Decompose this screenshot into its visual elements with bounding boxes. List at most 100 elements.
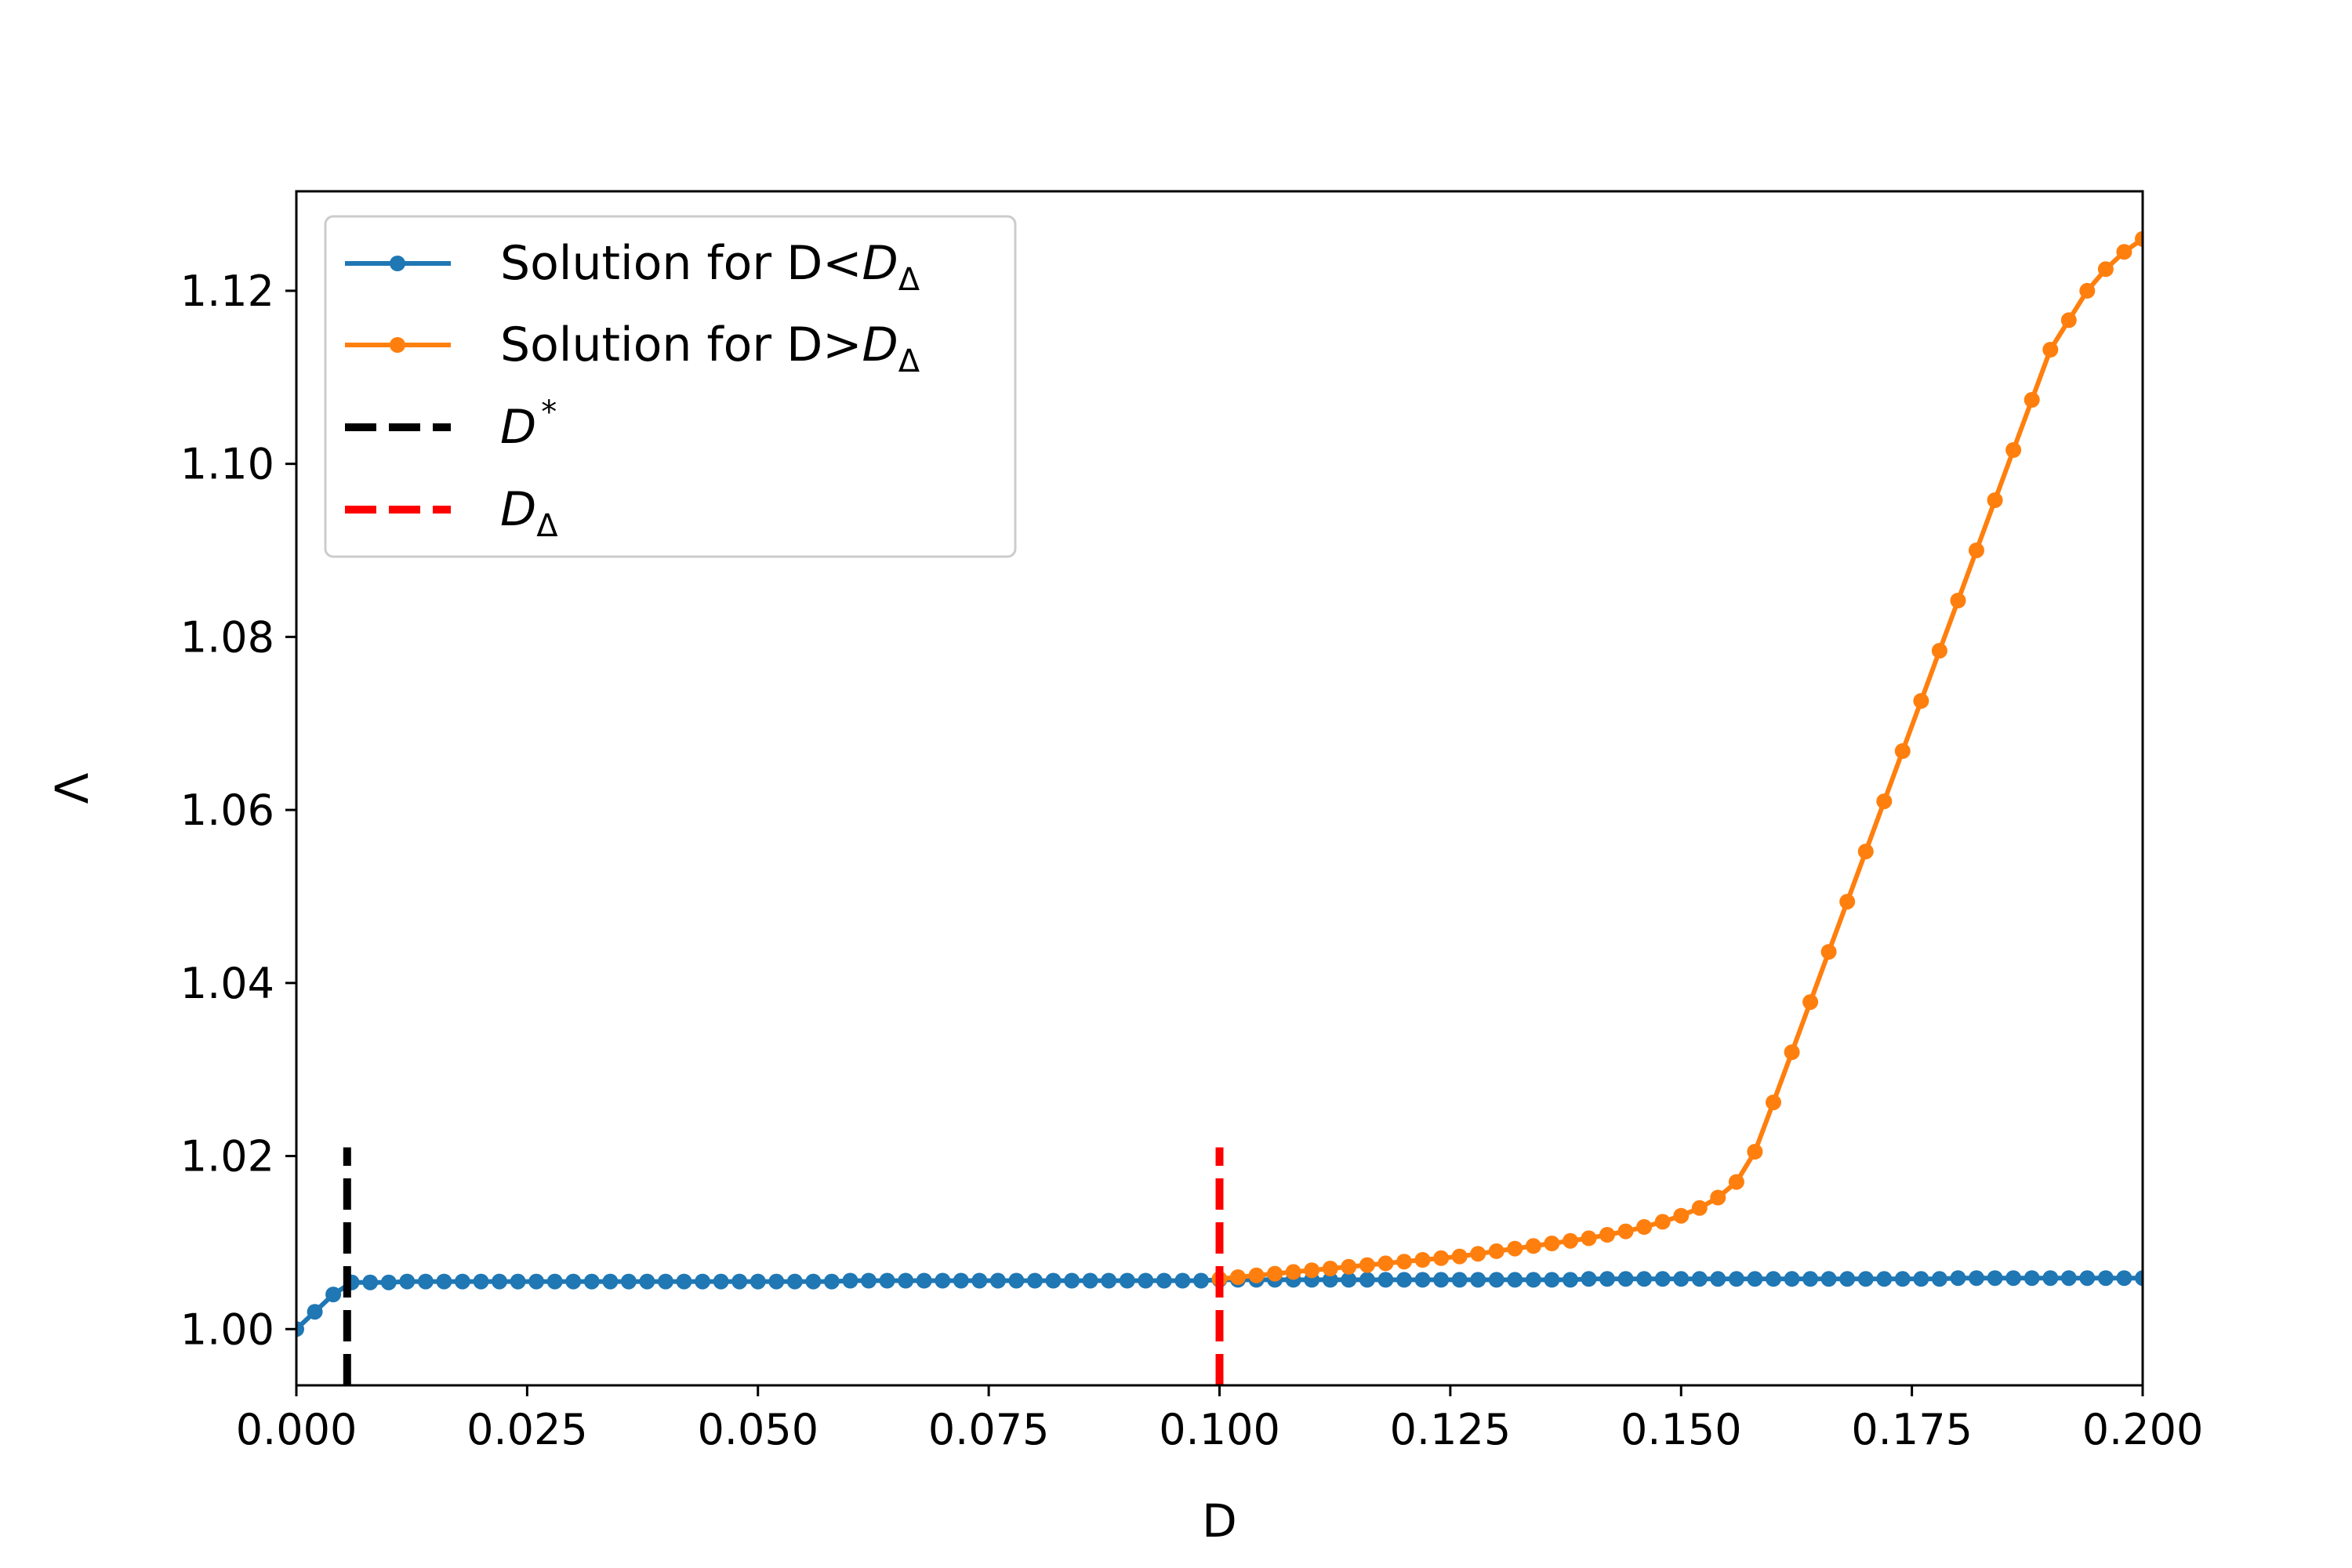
series-0-point xyxy=(898,1272,914,1289)
series-1-point xyxy=(1876,793,1893,810)
x-tick-label: 0.075 xyxy=(928,1405,1050,1454)
series-0-point xyxy=(768,1273,785,1290)
x-tick-label: 0.100 xyxy=(1159,1405,1280,1454)
series-1-point xyxy=(1599,1227,1615,1243)
series-0-point xyxy=(1747,1271,1763,1287)
series-0-point xyxy=(639,1273,655,1290)
series-0-point xyxy=(380,1274,397,1290)
series-0-point xyxy=(935,1272,951,1289)
series-0-point xyxy=(1064,1272,1080,1289)
series-1-point xyxy=(1267,1265,1283,1282)
series-1-point xyxy=(1285,1264,1301,1280)
legend-label: D * xyxy=(500,394,557,455)
series-1-point xyxy=(1322,1261,1338,1276)
series-0-point xyxy=(1045,1272,1062,1289)
series-0-point xyxy=(1507,1272,1523,1288)
series-1-point xyxy=(1857,844,1874,860)
series-0-point xyxy=(436,1273,452,1290)
series-1-point xyxy=(1507,1240,1523,1257)
series-0-point xyxy=(916,1272,932,1289)
legend-label: Solution for D>DΔ xyxy=(500,318,920,379)
y-tick-label: 1.12 xyxy=(180,267,274,316)
series-1-point xyxy=(1673,1207,1690,1224)
series-1-point xyxy=(2042,342,2059,358)
legend-label: DΔ xyxy=(500,482,558,544)
series-1-point xyxy=(1304,1262,1320,1279)
series-1-point xyxy=(1931,643,1947,659)
plot-area xyxy=(296,230,2143,1385)
series-0-point xyxy=(2024,1270,2040,1287)
series-0-point xyxy=(1451,1272,1468,1288)
series-0-point xyxy=(1396,1272,1412,1288)
series-0-point xyxy=(658,1273,673,1290)
series-0-point xyxy=(805,1273,822,1290)
series-1-point xyxy=(1969,543,1984,558)
series-0-point xyxy=(399,1273,416,1290)
series-0-point xyxy=(417,1273,434,1290)
series-0-point xyxy=(971,1272,988,1289)
series-1-point xyxy=(1377,1255,1394,1272)
y-tick-label: 1.06 xyxy=(180,786,274,835)
legend-box xyxy=(324,215,1017,558)
legend-item-2: D * xyxy=(345,394,557,455)
series-0-point xyxy=(1138,1272,1154,1289)
series-1-point xyxy=(1433,1250,1450,1266)
series-0-point xyxy=(1563,1272,1578,1288)
series-0-point xyxy=(1894,1271,1911,1287)
legend-label-symbol: D xyxy=(862,236,898,291)
series-1-point xyxy=(1728,1174,1744,1190)
series-1-point xyxy=(2060,312,2077,328)
series-0-point xyxy=(473,1273,489,1290)
series-0-point xyxy=(1950,1270,1966,1287)
series-1-point xyxy=(1766,1094,1781,1111)
series-1-point xyxy=(2024,392,2040,408)
series-0-point xyxy=(1617,1271,1634,1287)
series-0-point xyxy=(676,1273,692,1290)
series-0-point xyxy=(695,1273,711,1290)
series-0-point xyxy=(2060,1270,2077,1287)
series-1-point xyxy=(1654,1214,1671,1230)
series-1-point xyxy=(1839,894,1856,910)
series-0-point xyxy=(1488,1272,1504,1288)
series-0 xyxy=(296,1270,2143,1338)
series-1-point xyxy=(1525,1238,1541,1254)
axes: 0.000 0.025 0.050 0.075 0.100 0.125 0.150 0.175… xyxy=(180,190,2203,1454)
series-1-point xyxy=(1488,1243,1504,1259)
y-tick-label: 1.02 xyxy=(180,1132,274,1181)
x-tick-label: 0.125 xyxy=(1390,1405,1512,1454)
series-1-point xyxy=(1581,1230,1597,1247)
series-0-point xyxy=(861,1272,877,1289)
series-0-point xyxy=(1433,1272,1450,1288)
series-0-point xyxy=(510,1273,526,1290)
series-0-point xyxy=(1931,1271,1947,1287)
series-0-point xyxy=(1802,1271,1819,1287)
legend-label-symbol: D xyxy=(500,400,536,455)
series-0-point xyxy=(713,1273,729,1290)
series-0-point xyxy=(620,1273,637,1290)
series-0-point xyxy=(296,1321,304,1338)
series-0-point xyxy=(2097,1270,2114,1287)
series-0-point xyxy=(823,1273,840,1290)
series-0-point xyxy=(1987,1270,2003,1287)
series-0-point xyxy=(546,1273,563,1290)
series-0-point xyxy=(2135,1270,2143,1287)
series-1-point xyxy=(1341,1258,1357,1275)
series-1-point xyxy=(1987,492,2003,508)
series-0-point xyxy=(1322,1272,1338,1288)
legend-item-1: Solution for D>DΔ xyxy=(345,318,920,379)
series-0-point xyxy=(2116,1270,2132,1287)
legend-label-superscript: * xyxy=(541,394,557,430)
series-0-point xyxy=(1636,1271,1653,1287)
series-0-point xyxy=(1008,1272,1025,1289)
series-0-point xyxy=(1341,1272,1357,1288)
series-0-point xyxy=(454,1273,470,1290)
legend-label-main: Solution for D> xyxy=(500,318,862,372)
series-0-point xyxy=(842,1272,858,1289)
series-0-point xyxy=(786,1273,803,1290)
series-0-point xyxy=(1174,1272,1191,1289)
y-axis-label: Λ xyxy=(45,772,99,804)
y-tick-label: 1.04 xyxy=(180,959,274,1008)
series-1-point xyxy=(1617,1223,1634,1240)
legend-label-subscript: Δ xyxy=(536,508,558,544)
